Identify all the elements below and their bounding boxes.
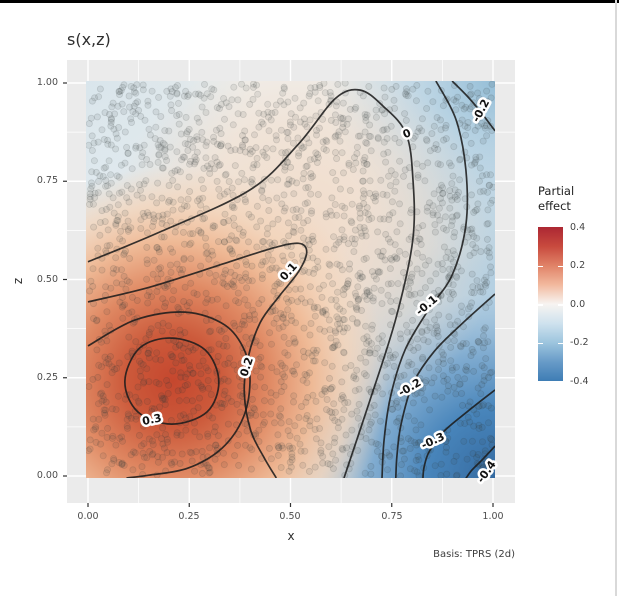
colorbar-tick bbox=[538, 342, 543, 344]
x-tick-label: 0.25 bbox=[178, 511, 200, 522]
colorbar-tick bbox=[538, 265, 543, 267]
legend-tick-label: -0.2 bbox=[570, 337, 589, 348]
legend-colorbar bbox=[538, 227, 563, 381]
x-tick-label: 1.00 bbox=[482, 511, 504, 522]
legend-tick-label: -0.4 bbox=[570, 375, 589, 387]
colorbar-tick bbox=[558, 304, 563, 306]
x-axis-title: x bbox=[287, 529, 295, 543]
z-axis-title: z bbox=[11, 277, 25, 285]
contour-line-level--0.1 bbox=[381, 81, 469, 478]
contour-lines bbox=[87, 81, 495, 478]
legend-title: Partial effect bbox=[538, 184, 618, 213]
window-top-border bbox=[0, 0, 619, 3]
legend-title-line2: effect bbox=[538, 198, 571, 213]
caption: Basis: TPRS (2d) bbox=[433, 549, 515, 560]
x-tick-label: 0.00 bbox=[77, 511, 99, 522]
fill-legend: Partial effect 0.4 0.2 0.0 -0.2 -0.4 bbox=[538, 184, 618, 387]
contour-line-level-0.2 bbox=[87, 311, 251, 478]
legend-title-line1: Partial bbox=[538, 184, 575, 198]
x-tick-label: 0.75 bbox=[381, 511, 403, 522]
contour-line-level-0 bbox=[87, 88, 416, 478]
contour-line-level--0.2 bbox=[451, 81, 495, 132]
z-tick-label: 0.25 bbox=[36, 372, 58, 383]
z-tick-label: 0.00 bbox=[36, 470, 58, 481]
legend-tick-label: 0.0 bbox=[570, 298, 586, 310]
contour-line-level-0.1 bbox=[87, 242, 308, 478]
z-tick-label: 1.00 bbox=[36, 77, 58, 88]
contour-line-level--0.2 bbox=[394, 293, 495, 478]
contour-line-level-0.3 bbox=[124, 337, 220, 425]
legend-tick-label: 0.2 bbox=[570, 260, 586, 271]
contour-line-level--0.3 bbox=[422, 389, 495, 478]
colorbar-tick bbox=[538, 304, 543, 306]
z-tick-label: 0.50 bbox=[36, 273, 58, 285]
plot-title: s(x,z) bbox=[67, 30, 111, 49]
window-right-border bbox=[615, 0, 617, 596]
z-tick-label: 0.75 bbox=[36, 175, 58, 186]
x-tick-label: 0.50 bbox=[279, 511, 301, 522]
colorbar-tick bbox=[558, 342, 563, 344]
colorbar-tick bbox=[558, 265, 563, 267]
contour-line-level--0.4 bbox=[465, 445, 495, 478]
legend-tick-label: 0.4 bbox=[570, 221, 586, 233]
axis-tick-marks bbox=[63, 82, 494, 507]
smooth-surface-raster bbox=[86, 81, 495, 478]
